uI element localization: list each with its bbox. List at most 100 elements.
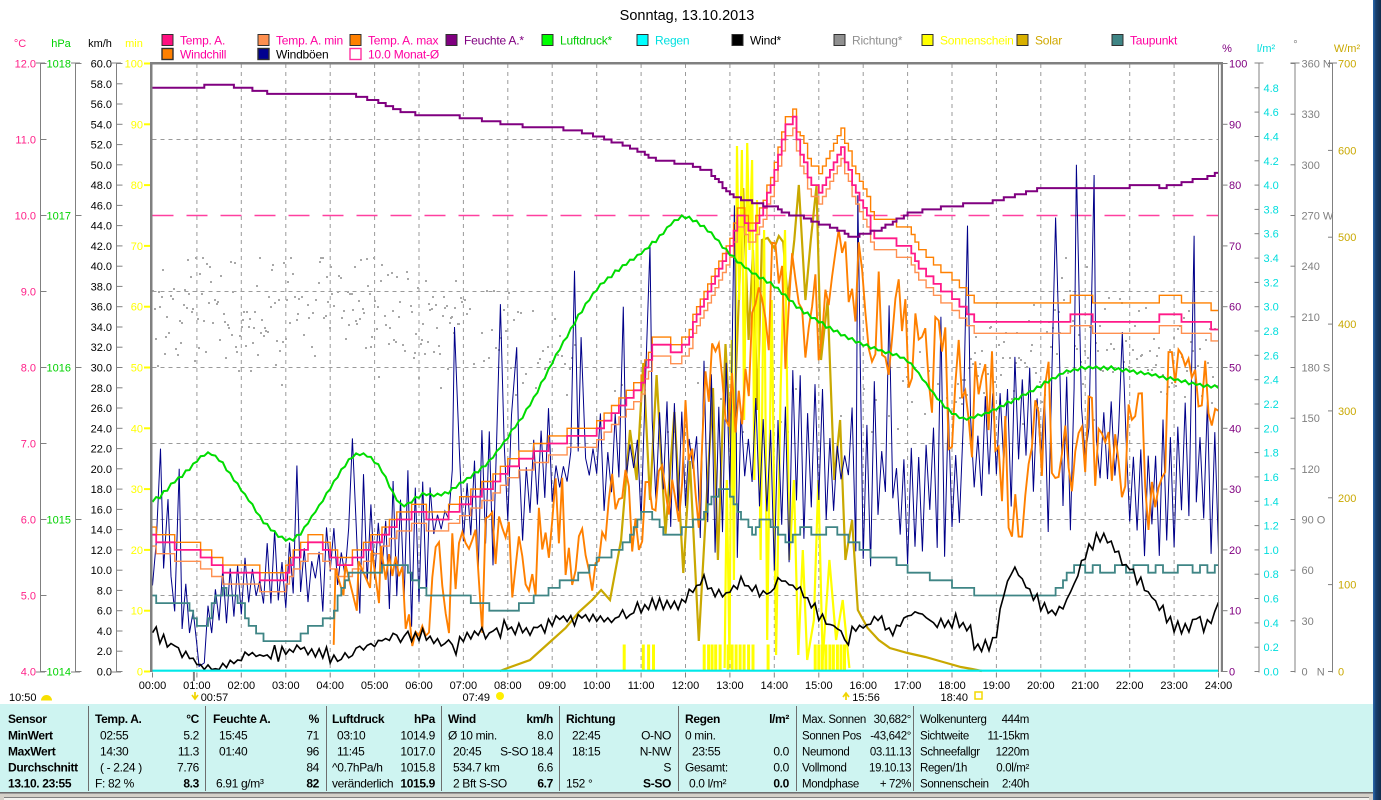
svg-text:10:50: 10:50 [9,692,37,704]
svg-text:534.7 km: 534.7 km [453,761,500,775]
svg-text:^0.7hPa/h: ^0.7hPa/h [332,761,383,775]
svg-text:16:00: 16:00 [849,680,877,692]
svg-text:0.0: 0.0 [773,745,789,759]
svg-text:3.4: 3.4 [1264,253,1279,265]
svg-text:20:00: 20:00 [1027,680,1055,692]
svg-text:11.3: 11.3 [178,745,200,759]
svg-text:Gesamt:: Gesamt: [685,761,728,775]
svg-text:1018: 1018 [47,59,71,71]
svg-text:Neumond: Neumond [802,747,849,759]
svg-text:Solar: Solar [1035,34,1062,48]
svg-text:0.8: 0.8 [1264,569,1279,581]
svg-text:2.0: 2.0 [97,646,112,658]
svg-text:W/m²: W/m² [1334,43,1361,55]
svg-text:Windböen: Windböen [276,48,328,62]
svg-text:00:00: 00:00 [139,680,167,692]
svg-text:180 S: 180 S [1302,363,1331,375]
svg-text:360 N: 360 N [1302,59,1331,71]
svg-text:2.8: 2.8 [1264,326,1279,338]
svg-text:S-SO 18.4: S-SO 18.4 [500,745,554,759]
svg-text:23:00: 23:00 [1160,680,1188,692]
svg-text:16.0: 16.0 [91,504,112,516]
svg-text:01:00: 01:00 [183,680,211,692]
svg-text:15:56: 15:56 [852,692,880,704]
svg-text:02:00: 02:00 [228,680,256,692]
svg-text:36.0: 36.0 [91,302,112,314]
svg-text:Ø 10 min.: Ø 10 min. [448,729,497,743]
svg-text:Sonntag, 13.10.2013: Sonntag, 13.10.2013 [620,8,755,24]
svg-text:4.8: 4.8 [1264,83,1279,95]
svg-text:30: 30 [1229,484,1241,496]
svg-text:Regen: Regen [655,34,689,48]
svg-text:Durchschnitt: Durchschnitt [8,761,78,775]
svg-text:10.0: 10.0 [91,565,112,577]
svg-text:Richtung: Richtung [566,712,615,726]
svg-text:09:00: 09:00 [538,680,566,692]
svg-text:hPa: hPa [51,38,71,50]
svg-text:( - 2.24 ): ( - 2.24 ) [100,761,142,775]
svg-text:40: 40 [131,423,143,435]
svg-text:Max. Sonnen: Max. Sonnen [802,714,866,726]
svg-text:150: 150 [1302,413,1320,425]
svg-text:3.6: 3.6 [1264,229,1279,241]
svg-text:60.0: 60.0 [91,59,112,71]
svg-text:Schneefallgr: Schneefallgr [920,747,980,759]
svg-text:12.0: 12.0 [15,59,36,71]
svg-text:2.2: 2.2 [1264,399,1279,411]
svg-text:1220m: 1220m [996,747,1029,759]
svg-text:Regen: Regen [685,712,720,726]
svg-text:Temp. A. min: Temp. A. min [276,34,343,48]
svg-text:Sichtweite: Sichtweite [920,731,969,743]
svg-text:18:40: 18:40 [940,692,968,704]
svg-text:60: 60 [1302,565,1314,577]
svg-text:0: 0 [1229,667,1235,679]
svg-text:8.0: 8.0 [97,585,112,597]
svg-text:15:45: 15:45 [219,729,248,743]
svg-text:Wolkenunterg: Wolkenunterg [920,714,987,726]
svg-text:2.6: 2.6 [1264,350,1279,362]
svg-text:Vollmond: Vollmond [802,763,847,775]
svg-text:100: 100 [125,59,143,71]
svg-text:14:00: 14:00 [761,680,789,692]
svg-text:210: 210 [1302,312,1320,324]
svg-text:1016: 1016 [47,363,71,375]
svg-text:71: 71 [306,729,319,743]
svg-text:24:00: 24:00 [1205,680,1233,692]
svg-text:08:00: 08:00 [494,680,522,692]
svg-text:0 N: 0 N [1302,667,1325,679]
svg-text:Mondphase: Mondphase [802,779,859,791]
svg-text:48.0: 48.0 [91,180,112,192]
svg-text:18:15: 18:15 [572,745,601,759]
svg-text:0.0: 0.0 [773,777,789,791]
svg-text:19.10.13: 19.10.13 [869,763,911,775]
svg-text:52.0: 52.0 [91,140,112,152]
svg-text:1015: 1015 [47,515,71,527]
svg-text:152 °: 152 ° [566,777,593,791]
svg-text:0.2: 0.2 [1264,642,1279,654]
svg-text:km/h: km/h [88,38,112,50]
svg-text:03.11.13: 03.11.13 [870,747,911,759]
svg-text:07:49: 07:49 [462,692,490,704]
svg-text:11:00: 11:00 [628,680,655,692]
svg-text:Temp. A.: Temp. A. [95,712,142,726]
svg-text:1014: 1014 [47,667,71,679]
svg-text:0.0: 0.0 [97,667,112,679]
svg-text:11:45: 11:45 [337,745,365,759]
svg-text:0.4: 0.4 [1264,618,1279,630]
svg-text:200: 200 [1338,493,1356,505]
svg-text:1015.9: 1015.9 [400,777,435,791]
svg-text:20:45: 20:45 [453,745,482,759]
svg-text:82: 82 [306,777,319,791]
svg-text:60: 60 [131,302,143,314]
svg-text:38.0: 38.0 [91,281,112,293]
svg-text:444m: 444m [1002,714,1029,726]
svg-text:8.0: 8.0 [537,729,553,743]
svg-text:500: 500 [1338,232,1356,244]
svg-text:4.0: 4.0 [21,667,36,679]
svg-text:22.0: 22.0 [91,444,112,456]
svg-text:7.0: 7.0 [21,439,36,451]
svg-text:18:00: 18:00 [938,680,966,692]
svg-text:90: 90 [1229,119,1241,131]
svg-text:l/m²: l/m² [769,712,789,726]
svg-text:14:30: 14:30 [100,745,129,759]
